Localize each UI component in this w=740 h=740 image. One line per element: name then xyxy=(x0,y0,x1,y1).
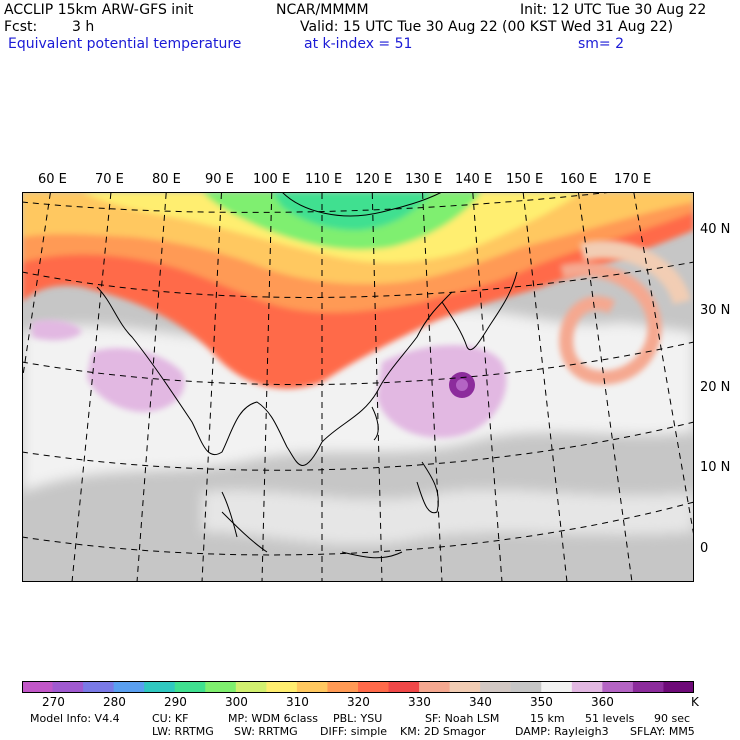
colorbar-tick: 280 xyxy=(103,695,126,709)
colorbar xyxy=(22,681,694,693)
colorbar-swatch xyxy=(327,681,359,693)
colorbar-swatch xyxy=(174,681,206,693)
colorbar-swatch xyxy=(113,681,145,693)
lat-label: 40 N xyxy=(700,222,731,237)
colorbar-swatch xyxy=(449,681,481,693)
center-name: NCAR/MMMM xyxy=(276,2,369,18)
map-frame xyxy=(22,192,694,582)
colorbar-swatch xyxy=(144,681,176,693)
colorbar-swatch xyxy=(632,681,664,693)
colorbar-swatch xyxy=(266,681,298,693)
colorbar-swatch xyxy=(52,681,84,693)
colorbar-swatch xyxy=(388,681,420,693)
lon-label: 90 E xyxy=(205,172,234,187)
moist-purple-fill xyxy=(32,320,507,438)
colorbar-swatch xyxy=(358,681,390,693)
lat-label: 10 N xyxy=(700,460,731,475)
lon-label: 160 E xyxy=(560,172,598,187)
model-damp: DAMP: Rayleigh3 xyxy=(515,725,609,738)
colorbar-swatch xyxy=(235,681,267,693)
theta-e-map xyxy=(22,192,694,582)
field-name: Equivalent potential temperature xyxy=(8,36,242,52)
lon-label: 170 E xyxy=(614,172,652,187)
colorbar-unit: K xyxy=(691,695,699,709)
colorbar-tick: 360 xyxy=(591,695,614,709)
colorbar-swatch xyxy=(296,681,328,693)
model-info: Model Info: V4.4 xyxy=(30,712,120,725)
valid-time: Valid: 15 UTC Tue 30 Aug 22 (00 KST Wed … xyxy=(300,19,674,35)
colorbar-tick: 300 xyxy=(225,695,248,709)
colorbar-swatch xyxy=(510,681,542,693)
lat-label: 20 N xyxy=(700,380,731,395)
forecast-hour: 3 h xyxy=(72,19,95,35)
colorbar-swatch xyxy=(663,681,694,693)
pacific-warm-swirl xyxy=(559,240,691,385)
colorbar-frame xyxy=(22,681,694,693)
model-sf: SF: Noah LSM xyxy=(425,712,500,725)
model-pbl: PBL: YSU xyxy=(333,712,383,725)
model-levels: 51 levels xyxy=(585,712,635,725)
model-resolution: 15 km xyxy=(530,712,565,725)
typhoon-eye xyxy=(456,379,468,391)
colorbar-swatch xyxy=(419,681,451,693)
colorbar-swatch xyxy=(22,681,54,693)
colorbar-tick: 290 xyxy=(164,695,187,709)
colorbar-swatch xyxy=(83,681,115,693)
model-timestep: 90 sec xyxy=(654,712,691,725)
lon-label: 100 E xyxy=(253,172,291,187)
lat-label: 0 xyxy=(700,541,709,556)
model-diff: DIFF: simple xyxy=(320,725,388,738)
colorbar-tick: 350 xyxy=(530,695,553,709)
colorbar-tick: 320 xyxy=(347,695,370,709)
colorbar-swatch xyxy=(480,681,512,693)
model-cu: CU: KF xyxy=(152,712,189,725)
colorbar-tick: 310 xyxy=(286,695,309,709)
model-sw: SW: RRTMG xyxy=(234,725,298,738)
colorbar-swatch xyxy=(205,681,237,693)
smoothing-label: sm= 2 xyxy=(578,36,625,52)
model-sflay: SFLAY: MM5 xyxy=(630,725,695,738)
colorbar-tick: 270 xyxy=(42,695,65,709)
colorbar-swatch xyxy=(571,681,603,693)
level-label: at k-index = 51 xyxy=(304,36,413,52)
model-lw: LW: RRTMG xyxy=(152,725,214,738)
forecast-label: Fcst: xyxy=(4,19,38,35)
lat-label: 30 N xyxy=(700,303,731,318)
lon-label: 80 E xyxy=(152,172,181,187)
model-title: ACCLIP 15km ARW-GFS init xyxy=(4,2,194,18)
lon-label: 120 E xyxy=(355,172,393,187)
lon-label: 70 E xyxy=(95,172,124,187)
lon-label: 110 E xyxy=(305,172,343,187)
graticule xyxy=(22,192,694,582)
tropical-light-fill xyxy=(22,309,694,545)
lon-label: 60 E xyxy=(38,172,67,187)
colorbar-tick: 340 xyxy=(469,695,492,709)
init-time: Init: 12 UTC Tue 30 Aug 22 xyxy=(520,2,707,18)
lon-label: 140 E xyxy=(455,172,493,187)
model-km: KM: 2D Smagor xyxy=(400,725,486,738)
lon-label: 150 E xyxy=(506,172,544,187)
colorbar-swatch xyxy=(541,681,573,693)
colorbar-swatch xyxy=(602,681,634,693)
colorbar-tick: 330 xyxy=(408,695,431,709)
lon-label: 130 E xyxy=(405,172,443,187)
model-mp: MP: WDM 6class xyxy=(228,712,318,725)
